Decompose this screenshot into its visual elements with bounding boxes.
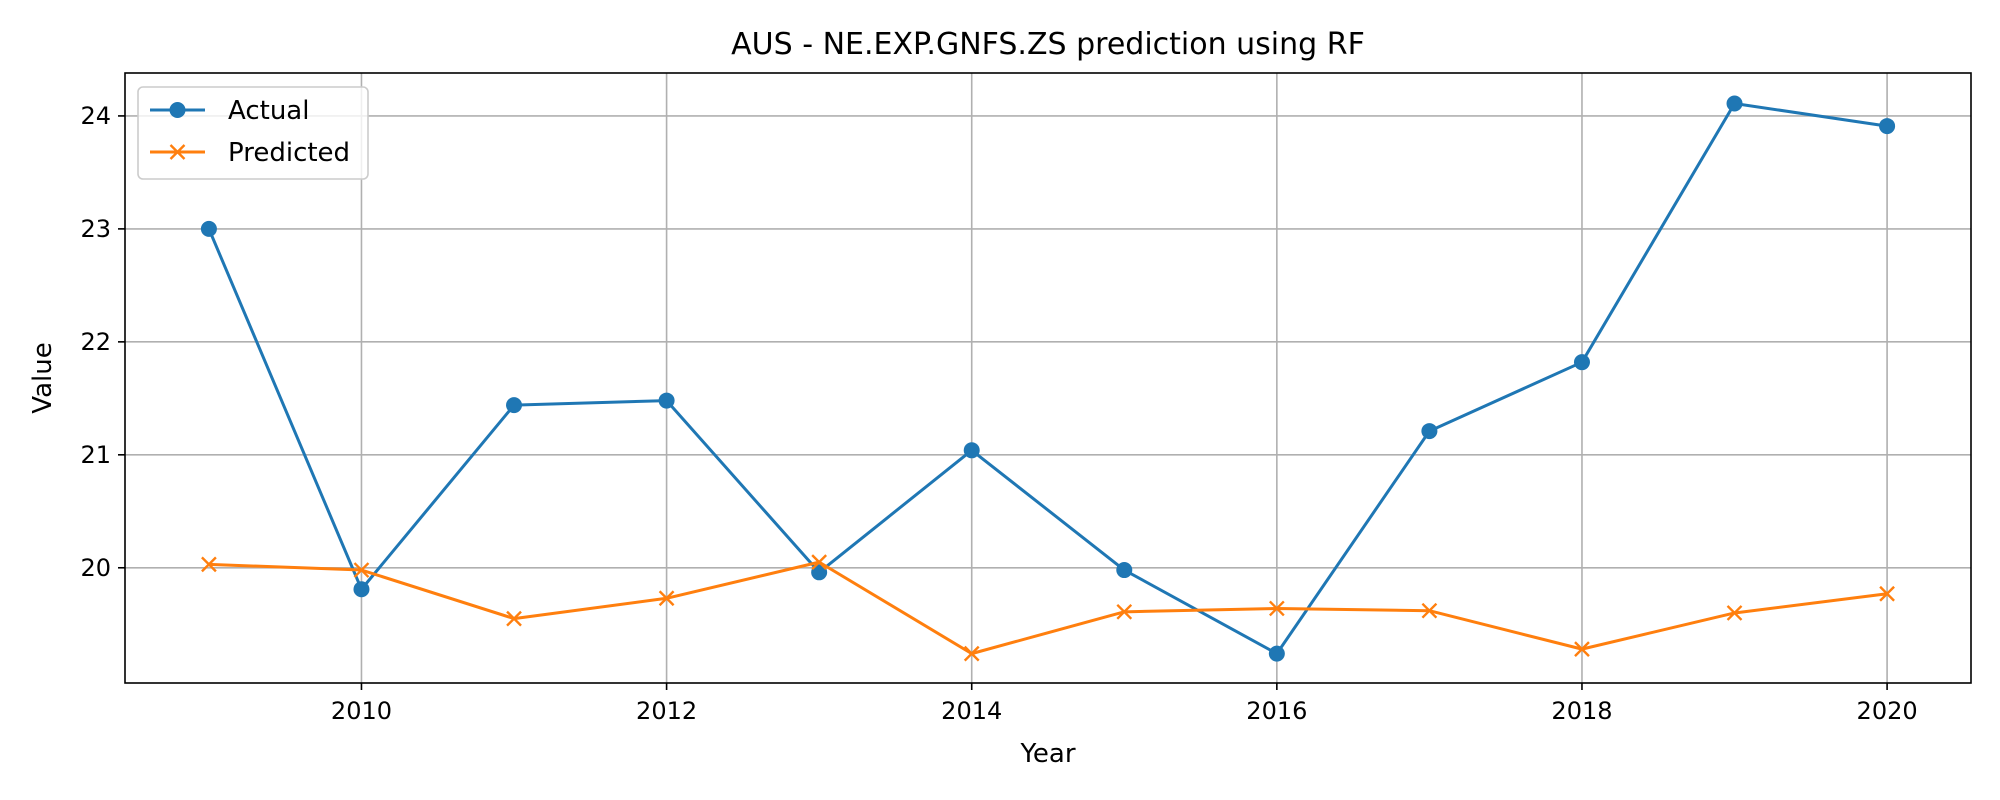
series-layer (200, 95, 1896, 662)
x-tick-label: 2010 (331, 697, 392, 725)
predicted-point (811, 554, 828, 570)
legend-item-predicted: Predicted (150, 138, 350, 168)
actual-point (1116, 562, 1133, 579)
predicted-point (658, 590, 675, 607)
actual-point (658, 392, 675, 409)
predicted-point (506, 610, 522, 627)
plot-area-frame (124, 72, 1972, 684)
legend-marker (169, 102, 186, 118)
x-tick-label: 2020 (1857, 697, 1918, 725)
y-tick-label: 23 (80, 215, 111, 243)
actual-point (1879, 118, 1896, 135)
x-tick-label: 2018 (1551, 697, 1612, 725)
legend-label: Actual (228, 96, 309, 126)
actual-line (207, 102, 1888, 656)
actual-series (200, 95, 1896, 662)
predicted-point (1726, 605, 1743, 621)
predicted-point (353, 562, 370, 578)
grid-lines (125, 73, 1971, 683)
y-tick-label: 21 (80, 441, 111, 469)
predicted-line (208, 560, 1888, 656)
legend-entries: Actual Predicted (150, 96, 350, 168)
predicted-point (1421, 602, 1438, 619)
actual-point (1268, 645, 1285, 662)
predicted-point (1268, 600, 1285, 617)
predicted-point (201, 556, 217, 573)
predicted-point (1574, 641, 1590, 657)
actual-point (811, 564, 828, 581)
actual-point (963, 442, 980, 459)
legend-marker (169, 144, 186, 160)
chart-title: AUS - NE.EXP.GNFS.ZS prediction using RF (731, 27, 1365, 62)
x-tick-label: 2014 (941, 697, 1002, 725)
legend-label: Predicted (228, 138, 350, 168)
actual-point (1421, 423, 1438, 440)
x-tick-label: 2016 (1246, 697, 1307, 725)
predicted-point (963, 645, 980, 662)
actual-point (1726, 95, 1743, 112)
actual-point (353, 581, 370, 598)
y-tick-label: 24 (80, 102, 111, 130)
predicted-series (201, 554, 1895, 662)
actual-point (1573, 354, 1590, 371)
predicted-point (1879, 585, 1895, 602)
x-axis-label: Year (1019, 739, 1075, 769)
y-axis-label: Value (28, 342, 58, 413)
legend-item-actual: Actual (150, 96, 309, 126)
y-tick-label: 22 (80, 328, 111, 356)
predicted-point (1116, 603, 1133, 620)
x-tick-label: 2012 (636, 697, 697, 725)
actual-point (506, 397, 523, 414)
y-tick-label: 20 (80, 554, 111, 582)
legend: Actual Predicted (137, 86, 369, 180)
actual-point (200, 220, 217, 237)
